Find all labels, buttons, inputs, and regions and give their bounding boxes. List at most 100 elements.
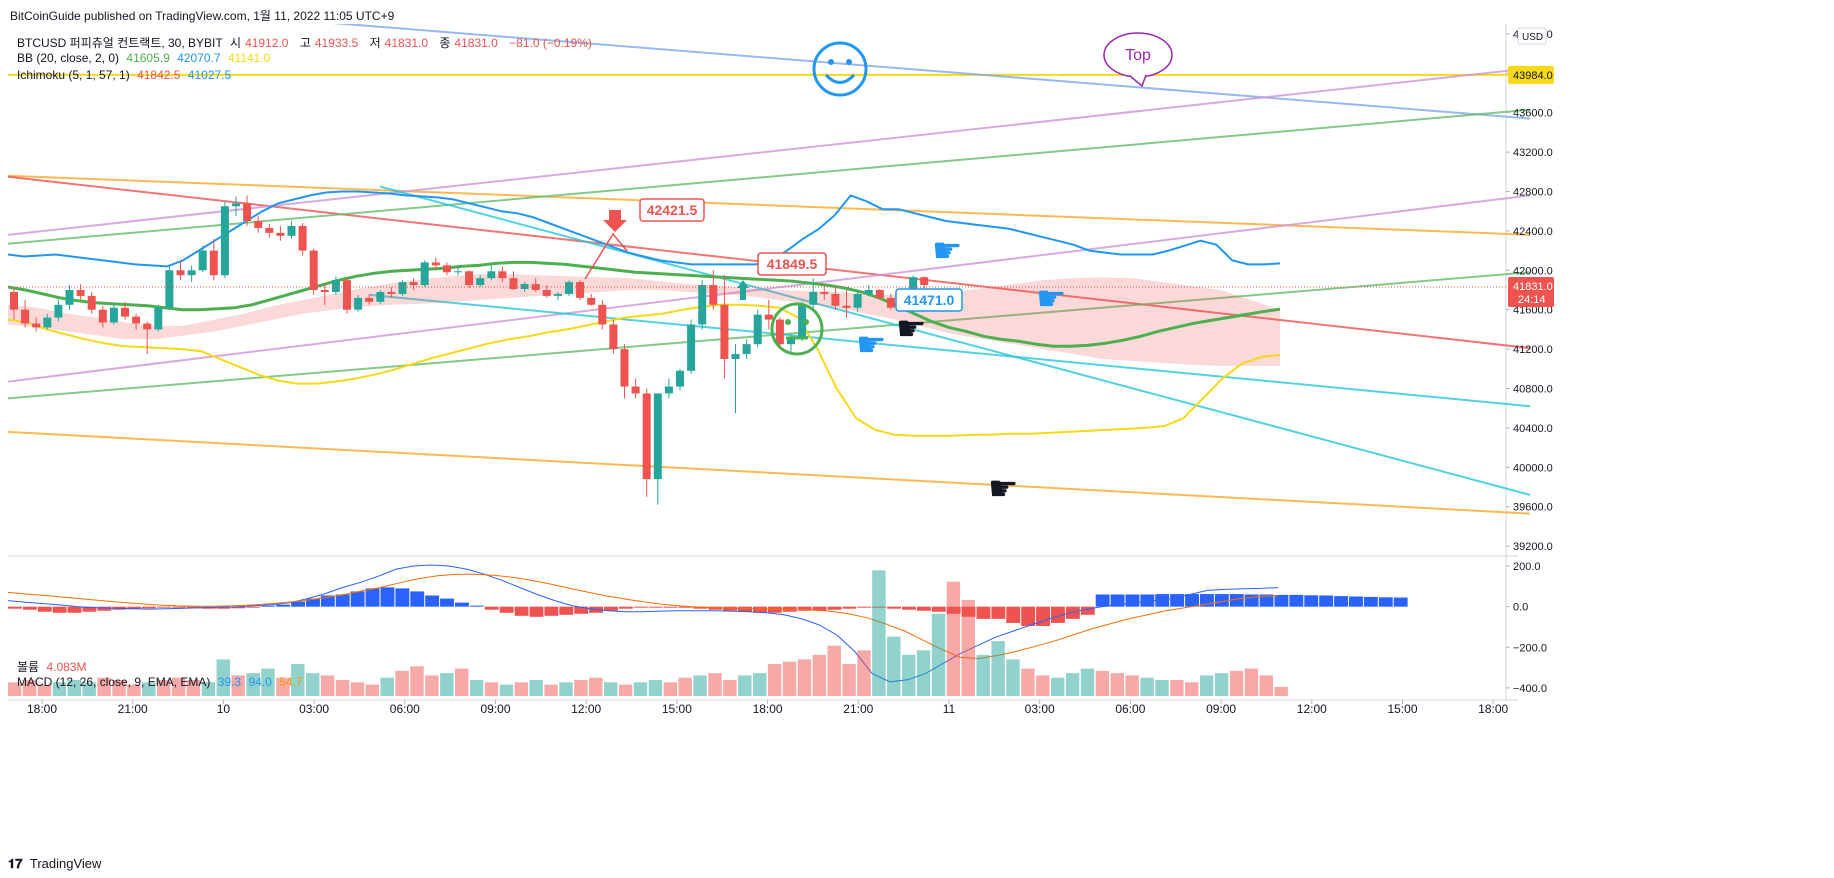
legend-ichimoku-v1: 41842.5 bbox=[137, 68, 181, 82]
macd-histogram-bar bbox=[425, 595, 440, 607]
cloud-segment bbox=[1102, 277, 1133, 361]
volume-bar bbox=[201, 682, 216, 696]
macd-histogram-bar bbox=[350, 591, 365, 607]
candle-up bbox=[687, 324, 696, 371]
time-tick-label: 03:00 bbox=[1025, 702, 1055, 716]
candle-up bbox=[287, 225, 296, 236]
top-bubble-text: Top bbox=[1125, 47, 1151, 64]
volume-bar bbox=[738, 675, 752, 696]
macd-histogram-bar bbox=[440, 598, 454, 607]
smiley-icon bbox=[812, 41, 868, 97]
candle-down bbox=[132, 316, 141, 324]
time-tick-label: 21:00 bbox=[843, 702, 873, 716]
candle-down bbox=[775, 319, 784, 345]
time-tick-label: 06:00 bbox=[1115, 702, 1145, 716]
grid bbox=[8, 24, 1518, 701]
macd-histogram-bar bbox=[97, 606, 112, 611]
legend-close-label: 종 bbox=[439, 36, 451, 50]
macd-histogram-bar bbox=[544, 606, 559, 616]
legend-macd-name: MACD (12, 26, close, 9, EMA, EMA) bbox=[17, 675, 211, 689]
published-header: BitCoinGuide published on TradingView.co… bbox=[0, 0, 1834, 26]
legend-low-value: 41831.0 bbox=[384, 36, 429, 50]
volume-bar bbox=[469, 680, 484, 696]
volume-bar bbox=[723, 680, 737, 696]
price-axis[interactable]: 44400.044000.043600.043200.042800.042400… bbox=[1506, 27, 1554, 695]
cloud-segment bbox=[599, 277, 630, 292]
price-tick-label: 40000.0 bbox=[1513, 462, 1553, 474]
volume-bar bbox=[246, 673, 260, 696]
macd-histogram-bar bbox=[991, 606, 1006, 619]
volume-bar bbox=[633, 682, 648, 696]
macd-histogram-bar bbox=[797, 606, 812, 611]
candle-up bbox=[553, 293, 562, 296]
macd-histogram-bar bbox=[618, 606, 633, 609]
volume-bar bbox=[559, 682, 573, 696]
macd-histogram-bar bbox=[842, 606, 857, 609]
macd-tick-label: 200.0 bbox=[1513, 561, 1541, 573]
volume-bar bbox=[976, 654, 990, 696]
candle-up bbox=[376, 291, 385, 302]
price-tick-label: 39600.0 bbox=[1513, 502, 1553, 514]
volume-bar bbox=[157, 680, 171, 696]
cloud-segment bbox=[392, 279, 423, 305]
candle-up bbox=[487, 271, 496, 279]
price-tick-label: 42800.0 bbox=[1513, 186, 1553, 198]
macd-histogram-bar bbox=[410, 591, 425, 607]
trendline-purple-top bbox=[7, 67, 1531, 236]
hand-pointer-icon: ☛ bbox=[1036, 280, 1066, 318]
annotation-42421-box bbox=[639, 198, 705, 222]
macd-line bbox=[7, 564, 1279, 683]
candle-down bbox=[842, 305, 851, 308]
volume-bar bbox=[350, 682, 365, 696]
signal-line bbox=[7, 573, 1279, 660]
smiley-face bbox=[812, 41, 868, 97]
macd-histogram-bar bbox=[1006, 606, 1021, 623]
macd-histogram-bar bbox=[231, 606, 246, 609]
volume-bar bbox=[365, 684, 379, 696]
candle-down bbox=[143, 323, 152, 330]
trendline-orange-top bbox=[7, 174, 1531, 236]
candle-down bbox=[265, 227, 274, 233]
macd-histogram-bar bbox=[678, 606, 693, 608]
macd-histogram-bar bbox=[1140, 594, 1155, 607]
macd-histogram-bar bbox=[395, 588, 410, 607]
macd-histogram-bar bbox=[157, 606, 171, 608]
legend-close: 종 41831.0 bbox=[439, 36, 501, 50]
time-tick-label: 09:00 bbox=[1206, 702, 1236, 716]
volume-bar bbox=[1214, 673, 1229, 696]
candle-down bbox=[642, 393, 651, 480]
price-tick-label: 41600.0 bbox=[1513, 305, 1553, 317]
candle-down bbox=[243, 203, 252, 222]
legend-bb-row: BB (20, close, 2, 0) 41605.9 42070.7 411… bbox=[17, 51, 274, 65]
candle-up bbox=[354, 297, 363, 310]
volume-bar bbox=[142, 682, 156, 696]
cloud-segment bbox=[984, 284, 1014, 345]
candle-down bbox=[709, 285, 718, 305]
candle-down bbox=[631, 386, 640, 394]
candle-down bbox=[509, 278, 518, 290]
macd-histogram-bar bbox=[8, 606, 22, 609]
candle-up bbox=[798, 304, 807, 340]
legend-high-value: 41933.5 bbox=[314, 36, 359, 50]
volume-bar bbox=[544, 684, 558, 696]
cloud-segment bbox=[215, 313, 245, 332]
legend-volume-row: 볼륨 4.083M bbox=[17, 658, 90, 675]
volume-bar bbox=[186, 680, 201, 696]
legend-macd-v3: 54.7 bbox=[279, 675, 303, 689]
candle-down bbox=[542, 290, 551, 296]
macd-histogram-bar bbox=[306, 598, 320, 607]
volume-bar bbox=[52, 682, 67, 696]
candle-up bbox=[698, 285, 707, 325]
volume-bar bbox=[797, 659, 812, 696]
time-axis[interactable]: 18:00 21:00 10 03:00 06:00 09:00 12:00 15:00 18:… bbox=[27, 700, 1509, 716]
legend-open: 시 41912.0 bbox=[230, 36, 292, 50]
macd-histogram-bar bbox=[693, 606, 708, 609]
candle-down bbox=[920, 277, 929, 286]
tradingview-footer[interactable]: 𝟏𝟕 TradingView bbox=[8, 856, 101, 872]
macd-histogram-bar bbox=[812, 606, 827, 611]
macd-histogram-bar bbox=[1334, 596, 1348, 607]
volume-bar bbox=[708, 673, 722, 696]
volume-bar bbox=[827, 645, 841, 696]
candles bbox=[8, 195, 1506, 505]
